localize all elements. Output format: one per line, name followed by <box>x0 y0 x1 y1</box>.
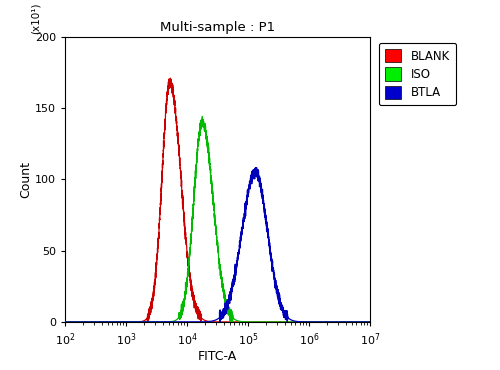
Text: (x10¹): (x10¹) <box>31 3 41 34</box>
Title: Multi-sample : P1: Multi-sample : P1 <box>160 21 275 34</box>
Legend: BLANK, ISO, BTLA: BLANK, ISO, BTLA <box>379 43 456 105</box>
Y-axis label: Count: Count <box>19 161 32 198</box>
X-axis label: FITC-A: FITC-A <box>198 350 237 363</box>
